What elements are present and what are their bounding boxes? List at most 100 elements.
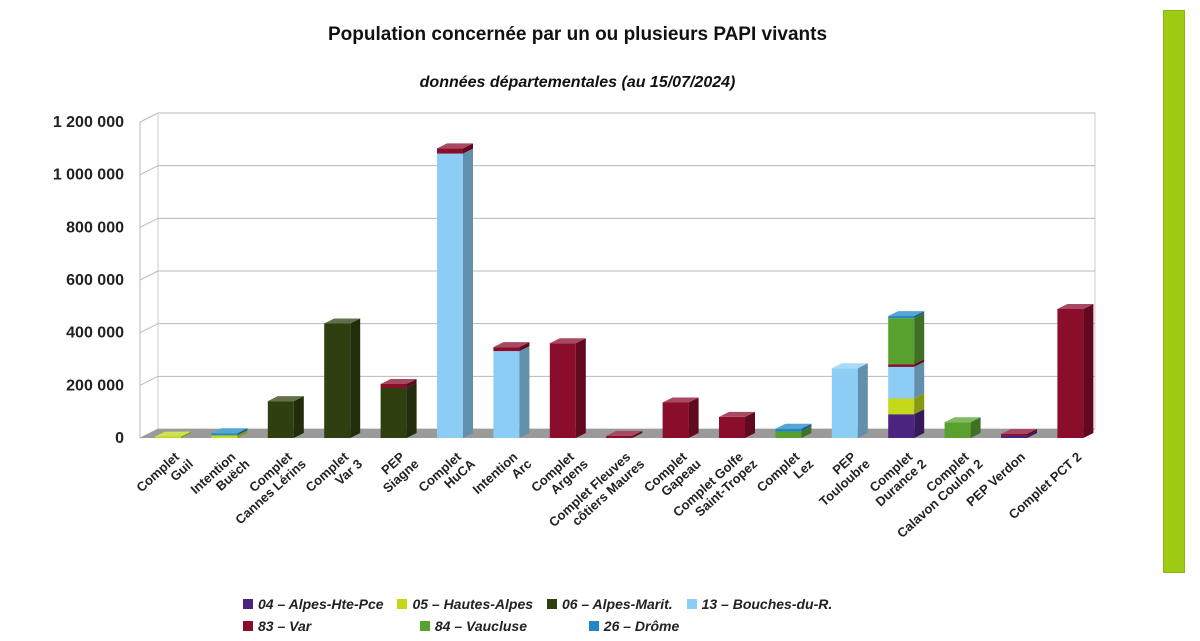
stacked-bar-chart: 0 200 000 400 000 600 000 800 000 1 000 000 1 … [53, 112, 1096, 541]
bar-segment [267, 401, 294, 438]
bar-segment [831, 368, 858, 438]
bar-segment-side [519, 346, 530, 438]
bar-segment-side [914, 393, 925, 415]
bar-segment [888, 318, 915, 365]
bar-segment-side [293, 396, 304, 438]
legend-label-13: 13 – Bouches-du-R. [701, 596, 833, 612]
bar-segment-top [944, 417, 981, 423]
bar-segment-top [1001, 429, 1037, 435]
bar-segment-side [801, 426, 812, 438]
legend-item-84: 84 – Vaucluse [419, 618, 575, 634]
legend-swatch-84 [419, 621, 430, 631]
bar-segment-side [519, 342, 530, 352]
bar-segment-side [463, 148, 473, 438]
bar-segment [437, 148, 463, 154]
accent-side-bar [1163, 10, 1185, 573]
bar-segment-side [914, 311, 925, 319]
legend-swatch-13 [686, 599, 697, 609]
bar-segment-top [888, 311, 925, 317]
bar-segment [888, 366, 915, 399]
chart-subtitle: données départementales (au 15/07/2024) [419, 74, 736, 91]
chart-legend: 04 – Alpes-Hte-Pce 05 – Hautes-Alpes 06 … [243, 596, 963, 640]
bar-segment-top [155, 431, 191, 437]
bar-segment-top [267, 396, 304, 402]
bar-segment [1001, 434, 1027, 436]
bar-segment [493, 347, 520, 352]
bar-segment-side [575, 338, 586, 438]
y-tick-label: 200 000 [66, 377, 124, 394]
bar-segment-side [914, 359, 925, 367]
legend-row: 04 – Alpes-Hte-Pce 05 – Hautes-Alpes 06 … [243, 596, 963, 618]
legend-label-06: 06 – Alpes-Marit. [561, 596, 673, 612]
y-tick-label: 1 200 000 [53, 114, 124, 131]
bar-segment [775, 428, 802, 432]
gridline-diagonal [139, 375, 159, 386]
bar-segment-side [632, 430, 643, 438]
bar-segment-side [181, 431, 191, 438]
bar-segment-side [914, 313, 925, 365]
legend-item-13: 13 – Bouches-du-R. [686, 596, 833, 612]
gridline-diagonal [139, 165, 159, 176]
bar-segment [549, 343, 576, 438]
bar-segment [211, 435, 238, 438]
legend-row: 83 – Var 84 – Vaucluse 26 – Drôme [243, 618, 963, 640]
gridline-diagonal [139, 270, 159, 281]
bar-segment-side [745, 411, 755, 438]
bar-segment-top [606, 430, 643, 436]
legend-item-06: 06 – Alpes-Marit. [546, 596, 673, 612]
bar-segment [888, 414, 915, 438]
bar-segment [888, 316, 915, 319]
bar-segment-top [211, 428, 248, 434]
bar-segment-side [350, 318, 361, 438]
legend-label-26: 26 – Drôme [603, 618, 680, 634]
bar-segment [1001, 435, 1027, 438]
bar-segment [324, 323, 351, 438]
legend-item-83: 83 – Var [243, 618, 406, 634]
legend-item-04: 04 – Alpes-Hte-Pce [243, 596, 384, 612]
bar-segment-side [237, 430, 248, 438]
legend-item-26: 26 – Drôme [588, 618, 680, 634]
bar-segment [493, 351, 520, 438]
y-tick-label: 1 000 000 [53, 167, 124, 184]
bar-segment [606, 435, 633, 438]
y-tick-label: 800 000 [66, 219, 124, 236]
bar-segment [155, 436, 181, 438]
bar-segment [775, 431, 802, 438]
bar-segment [211, 433, 238, 436]
legend-swatch-83 [243, 621, 253, 631]
legend-label-05: 05 – Hautes-Alpes [412, 596, 534, 612]
bar-segment [662, 402, 689, 438]
bar-segment-side [857, 363, 868, 438]
legend-label-84: 84 – Vaucluse [434, 618, 527, 634]
bar-segment-side [688, 397, 699, 438]
bar-segment [888, 398, 915, 415]
bar-segment-side [970, 417, 981, 438]
bar-segment [380, 387, 407, 438]
bar-segment-side [463, 143, 473, 154]
bar-segment [437, 153, 463, 438]
bar-segment-top [380, 379, 417, 385]
bar-segment-side [1027, 429, 1037, 436]
bar-segment-side [1083, 303, 1094, 438]
legend-swatch-26 [588, 621, 599, 631]
legend-item-05: 05 – Hautes-Alpes [397, 596, 533, 612]
bar-segment-top [437, 143, 473, 149]
legend-swatch-06 [546, 599, 557, 609]
bar-segment [1057, 308, 1084, 438]
bar-segment-top [493, 342, 530, 348]
legend-swatch-05 [397, 599, 408, 609]
bar-segment-side [914, 361, 925, 399]
bar-segment-top [324, 318, 361, 324]
bar-segment-side [1027, 430, 1037, 438]
legend-label-83: 83 – Var [258, 618, 312, 634]
gridline-diagonal [139, 323, 159, 334]
bar-segment [944, 422, 971, 438]
y-tick-label: 400 000 [66, 325, 124, 342]
bar-segment-side [406, 382, 417, 438]
bar-segment-side [406, 379, 417, 388]
bar-segment [888, 364, 915, 367]
bar-segment [719, 416, 745, 438]
gridline-diagonal [139, 112, 159, 123]
legend-label-04: 04 – Alpes-Hte-Pce [258, 596, 384, 612]
legend-swatch-04 [243, 599, 253, 609]
